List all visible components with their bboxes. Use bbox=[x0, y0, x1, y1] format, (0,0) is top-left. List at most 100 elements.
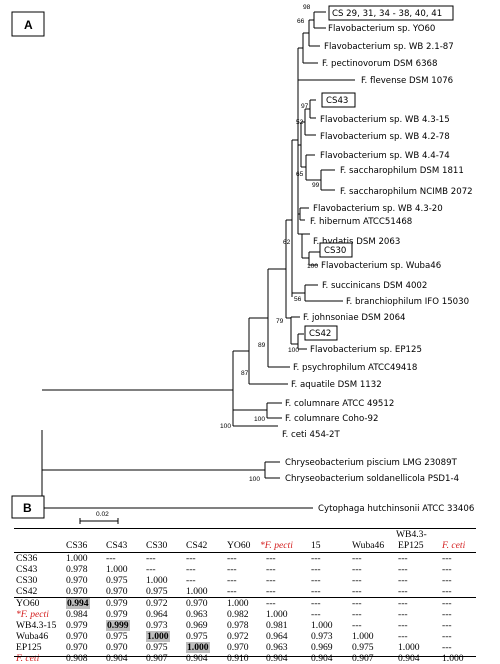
taxon-columnare-49512: F. columnare ATCC 49512 bbox=[285, 399, 394, 409]
bootstrap-100-columnare-node: 100 bbox=[220, 423, 231, 430]
bootstrap-100-ep: 100 bbox=[288, 347, 299, 354]
matrix-cell: 0.972 bbox=[227, 631, 249, 642]
matrix-row: CS36 1.000 --- --- --- --- --- --- --- --- --- bbox=[14, 553, 476, 564]
bootstrap-62: 62 bbox=[283, 239, 291, 246]
matrix-cell: --- bbox=[352, 564, 362, 575]
matrix-cell: 0.975 bbox=[352, 642, 374, 653]
matrix-cell: 0.975 bbox=[146, 586, 168, 597]
matrix-mid-rule bbox=[14, 597, 476, 598]
matrix-row-label: CS42 bbox=[16, 586, 38, 597]
matrix-cell: 0.963 bbox=[266, 642, 288, 653]
matrix-column-header: CS43 bbox=[106, 540, 128, 551]
bootstrap-100-columnare: 100 bbox=[254, 416, 265, 423]
matrix-cell: 0.970 bbox=[227, 642, 249, 653]
matrix-cell: --- bbox=[442, 586, 452, 597]
matrix-cell: 0.904 bbox=[398, 653, 420, 664]
taxon-wb4320: Flavobacterium sp. WB 4.3-20 bbox=[313, 204, 443, 214]
bootstrap-56: 56 bbox=[294, 296, 302, 303]
matrix-cell: --- bbox=[442, 598, 452, 609]
matrix-row: WB4.3-15 0.979 0.999 0.973 0.969 0.978 0.981 1.… bbox=[14, 620, 476, 631]
matrix-cell: --- bbox=[442, 553, 452, 564]
matrix-cell: --- bbox=[398, 586, 408, 597]
matrix-cell: 1.000 bbox=[146, 575, 168, 586]
matrix-cell: 0.904 bbox=[311, 653, 333, 664]
matrix-cell: --- bbox=[442, 642, 452, 653]
matrix-cell: 0.904 bbox=[106, 653, 128, 664]
matrix-cell: 1.000 bbox=[106, 564, 128, 575]
matrix-column-header: CS42 bbox=[186, 540, 208, 551]
matrix-cell: --- bbox=[398, 620, 408, 631]
matrix-cell: 0.994 bbox=[66, 598, 90, 609]
matrix-cell: 0.975 bbox=[106, 631, 128, 642]
matrix-cell: --- bbox=[398, 631, 408, 642]
taxon-branchiophilum: F. branchiophilum IFO 15030 bbox=[346, 297, 469, 307]
bootstrap-52: 52 bbox=[296, 119, 304, 126]
matrix-row-label: CS30 bbox=[16, 575, 38, 586]
matrix-cell: --- bbox=[398, 609, 408, 620]
matrix-cell: --- bbox=[352, 609, 362, 620]
taxon-cs42: CS42 bbox=[309, 329, 331, 339]
matrix-cell: --- bbox=[398, 564, 408, 575]
phylogenetic-tree: A CS 29, 31, 34 - 38, 40, 41 Flavobacter… bbox=[11, 4, 473, 440]
matrix-cell: 0.979 bbox=[106, 609, 128, 620]
matrix-cell: --- bbox=[352, 575, 362, 586]
matrix-cell: 0.973 bbox=[146, 620, 168, 631]
matrix-cell: --- bbox=[352, 620, 362, 631]
matrix-cell: --- bbox=[266, 586, 276, 597]
matrix-cell: 0.970 bbox=[106, 586, 128, 597]
matrix-cell: --- bbox=[146, 564, 156, 575]
matrix-row-label: Wuba46 bbox=[16, 631, 49, 642]
bootstrap-97: 97 bbox=[301, 103, 309, 110]
matrix-cell: 0.982 bbox=[227, 609, 249, 620]
bootstrap-100-chryseo: 100 bbox=[249, 476, 260, 483]
matrix-row: F. ceti 0.908 0.904 0.907 0.904 0.910 0.904 0.9… bbox=[14, 653, 476, 664]
taxon-cs-group: CS 29, 31, 34 - 38, 40, 41 bbox=[332, 9, 442, 19]
matrix-cell: 0.907 bbox=[146, 653, 168, 664]
matrix-cell: 0.969 bbox=[311, 642, 333, 653]
taxon-columnare-coho: F. columnare Coho-92 bbox=[285, 414, 378, 424]
matrix-cell: 0.972 bbox=[146, 598, 168, 609]
panel-a-box bbox=[11, 11, 45, 37]
matrix-cell: --- bbox=[442, 609, 452, 620]
matrix-cell: 0.973 bbox=[311, 631, 333, 642]
matrix-column-header: F. ceti bbox=[442, 540, 466, 551]
matrix-cell: 1.000 bbox=[442, 653, 464, 664]
taxon-succinicans: F. succinicans DSM 4002 bbox=[322, 281, 427, 291]
matrix-cell: --- bbox=[352, 553, 362, 564]
matrix-cell: --- bbox=[311, 609, 321, 620]
taxon-cs43: CS43 bbox=[326, 96, 348, 106]
matrix-cell: --- bbox=[266, 564, 276, 575]
matrix-cell: 0.970 bbox=[66, 586, 88, 597]
taxon-wuba46: Flavobacterium sp. Wuba46 bbox=[321, 261, 441, 271]
taxon-ep125: Flavobacterium sp. EP125 bbox=[310, 345, 422, 355]
matrix-row: *F. pecti 0.984 0.979 0.964 0.963 0.982 1.000 -… bbox=[14, 609, 476, 620]
matrix-cell: 1.000 bbox=[146, 631, 170, 642]
matrix-cell: --- bbox=[227, 564, 237, 575]
matrix-column-header: CS36 bbox=[66, 540, 88, 551]
taxon-wb4474: Flavobacterium sp. WB 4.4-74 bbox=[320, 151, 450, 161]
matrix-header-top-row: WB4.3- bbox=[14, 529, 476, 540]
taxon-wb2187: Flavobacterium sp. WB 2.1-87 bbox=[324, 42, 454, 52]
matrix-cell: 1.000 bbox=[311, 620, 333, 631]
matrix-cell: 0.970 bbox=[186, 598, 208, 609]
cs30-box bbox=[319, 242, 353, 258]
header-wb-prefix: WB4.3- bbox=[396, 529, 427, 540]
taxon-cs30: CS30 bbox=[324, 246, 346, 256]
matrix-cell: --- bbox=[442, 620, 452, 631]
matrix-row: Wuba46 0.970 0.975 1.000 0.975 0.972 0.964 0.97… bbox=[14, 631, 476, 642]
taxon-cytophaga: Cytophaga hutchinsonii ATCC 33406 bbox=[318, 504, 474, 514]
matrix-cell: --- bbox=[266, 575, 276, 586]
matrix-cell: 0.975 bbox=[106, 575, 128, 586]
matrix-cell: 0.910 bbox=[227, 653, 249, 664]
matrix-cell: --- bbox=[398, 553, 408, 564]
matrix-cell: 0.999 bbox=[106, 620, 130, 631]
matrix-cell: 1.000 bbox=[398, 642, 420, 653]
tree-outgroups: Chryseobacterium piscium LMG 23089T Chry… bbox=[11, 430, 474, 524]
taxon-sacch2072: F. saccharophilum NCIMB 2072 bbox=[340, 187, 473, 197]
matrix-column-header: Wuba46 bbox=[352, 540, 385, 551]
matrix-cell: 1.000 bbox=[186, 642, 210, 653]
matrix-cell: 0.908 bbox=[66, 653, 88, 664]
matrix-cell: 1.000 bbox=[227, 598, 249, 609]
matrix-top-rule bbox=[14, 528, 476, 529]
matrix-cell: --- bbox=[227, 586, 237, 597]
